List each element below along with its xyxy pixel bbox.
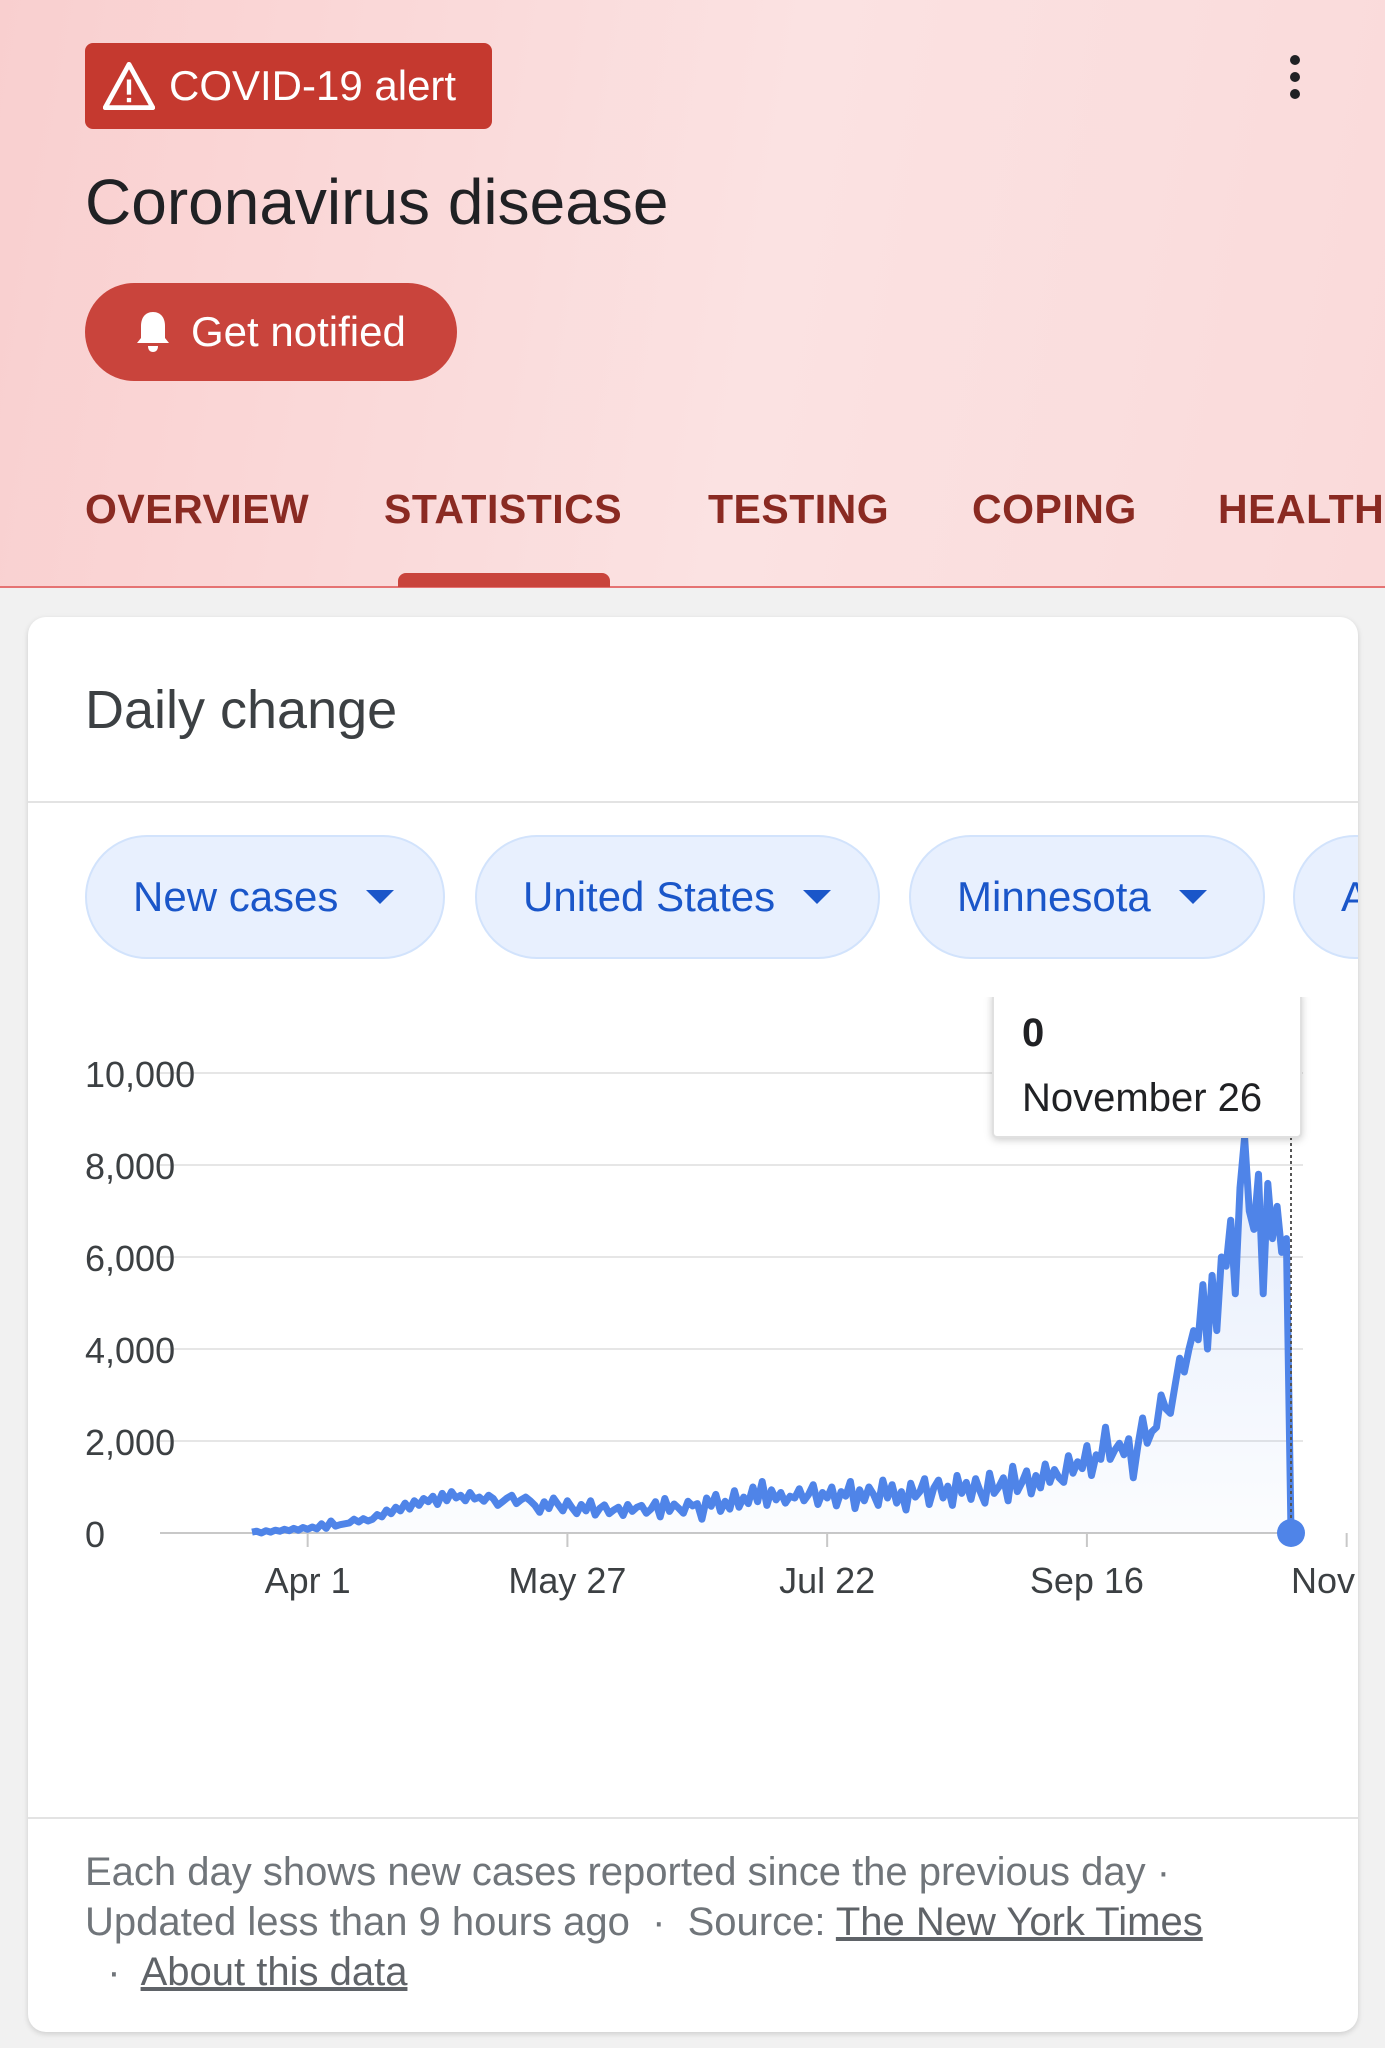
series-line [251,1133,1295,1537]
tab-health[interactable]: HEALTH [1218,486,1385,532]
tab-testing[interactable]: TESTING [708,486,890,532]
x-tick-label: Apr 1 [265,1560,351,1601]
y-tick-label: 4,000 [85,1330,175,1371]
county-chip[interactable]: A [1293,835,1358,959]
y-tick-label: 0 [85,1514,105,1555]
state-chip-label: Minnesota [957,873,1151,920]
daily-change-chart[interactable]: 10,000 8,000 6,000 4,000 2,000 0 Apr 1 May 27 J… [28,997,1358,1797]
footer-source-prefix: Source: [687,1900,826,1944]
tab-statistics[interactable]: STATISTICS [384,486,623,532]
selected-tab-indicator [398,573,610,587]
y-tick-label: 6,000 [85,1238,175,1279]
series-area [252,1137,1291,1533]
footer-separator: · [85,1950,132,1994]
card-title: Daily change [85,680,398,740]
chart-tooltip: 0 November 26 [992,997,1302,1138]
page-header: COVID-19 alert Coronavirus disease Get n… [0,0,1385,588]
alert-label: COVID-19 alert [169,62,457,109]
daily-change-card: Daily change New cases United States Min… [28,617,1358,2032]
footer-description: Each day shows new cases reported since … [85,1850,1171,1894]
x-tick-label: Sep 16 [1030,1560,1144,1601]
dropdown-caret-icon [366,890,395,904]
dropdown-caret-icon [803,890,832,904]
covid-alert-badge[interactable]: COVID-19 alert [85,43,492,129]
bell-icon [137,312,169,352]
get-notified-button[interactable]: Get notified [85,283,457,381]
tab-coping[interactable]: COPING [972,486,1137,532]
source-link[interactable]: The New York Times [835,1900,1203,1944]
card-footer-divider [28,1817,1358,1819]
dropdown-caret-icon [1178,890,1207,904]
x-tick-label: Jul 22 [779,1560,875,1601]
x-tick-label: Nov 11 [1291,1560,1358,1601]
x-tick-label: May 27 [508,1560,626,1601]
card-footer: Each day shows new cases reported since … [85,1847,1315,1997]
state-chip[interactable]: Minnesota [909,835,1265,959]
get-notified-label: Get notified [191,308,406,355]
tab-overview[interactable]: OVERVIEW [85,486,310,532]
country-chip[interactable]: United States [475,835,880,959]
warning-icon [103,62,155,110]
metric-chip[interactable]: New cases [85,835,445,959]
tooltip-date: November 26 [1022,1076,1262,1120]
card-header-divider [28,801,1358,803]
tab-bar: OVERVIEW STATISTICS TESTING COPING HEALT… [0,470,1385,588]
more-options-icon[interactable] [1280,52,1310,102]
page-title: Coronavirus disease [85,166,669,238]
y-tick-label: 2,000 [85,1422,175,1463]
tooltip-value: 0 [1022,1011,1044,1055]
footer-updated: Updated less than 9 hours ago [85,1900,630,1944]
about-data-link[interactable]: About this data [140,1950,408,1994]
metric-chip-label: New cases [133,873,339,920]
y-tick-label: 10,000 [85,1054,195,1095]
country-chip-label: United States [523,873,776,920]
y-tick-label: 8,000 [85,1146,175,1187]
footer-separator: · [640,1900,688,1944]
county-chip-label: A [1341,873,1358,920]
hover-point [1277,1519,1305,1547]
